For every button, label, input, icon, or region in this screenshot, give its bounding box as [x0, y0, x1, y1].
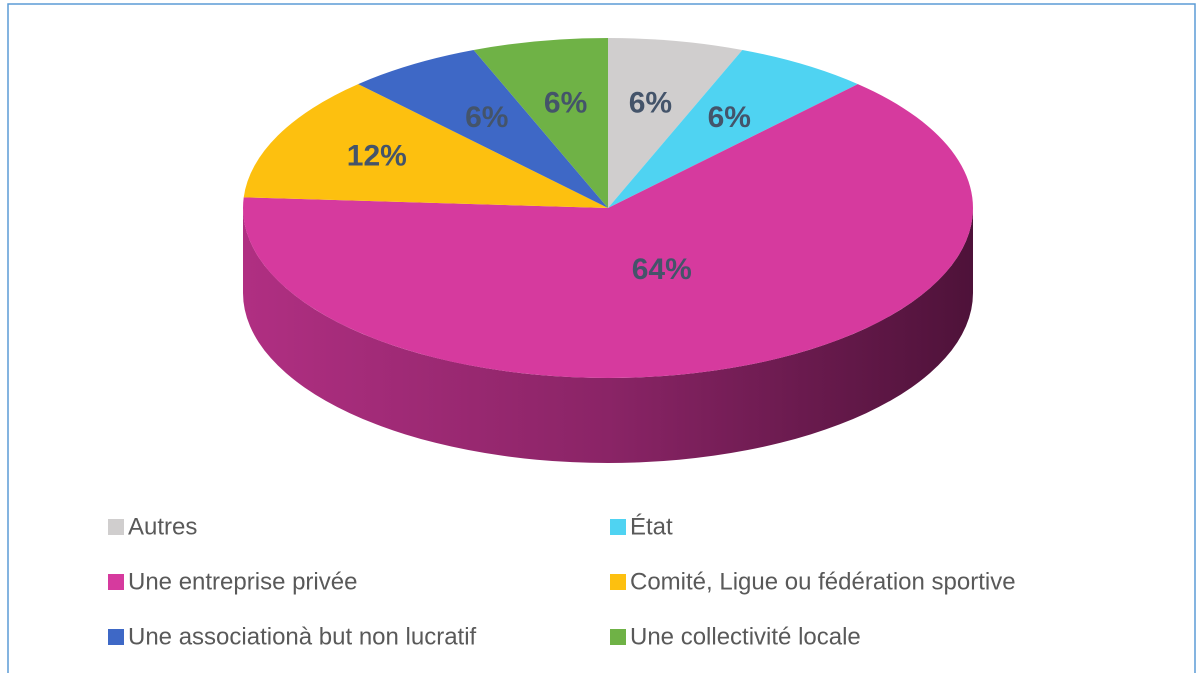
- data-label: 64%: [632, 253, 692, 286]
- data-label: 6%: [544, 86, 587, 119]
- slice: [608, 49, 858, 209]
- data-label: 6%: [465, 101, 508, 134]
- frame: [7, 3, 1196, 673]
- legend-swatch: [610, 519, 626, 535]
- slice: [243, 84, 608, 208]
- legend-label: Comité, Ligue ou fédération sportive: [630, 568, 1016, 595]
- data-label: 12%: [347, 139, 407, 172]
- legend-label: Une associationà but non lucratif: [128, 623, 477, 650]
- legend-swatch: [108, 574, 124, 590]
- data-label: 6%: [708, 101, 751, 134]
- legend-swatch: [108, 519, 124, 535]
- slice-side: [243, 208, 973, 463]
- slice: [473, 38, 608, 208]
- data-label: 6%: [629, 86, 672, 119]
- legend-label: Autres: [128, 513, 197, 540]
- slice: [608, 38, 743, 208]
- legend-label: État: [630, 513, 673, 540]
- slice: [358, 49, 608, 209]
- legend-swatch: [108, 629, 124, 645]
- legend-swatch: [610, 629, 626, 645]
- legend-label: Une entreprise privée: [128, 568, 357, 595]
- legend-label: Une collectivité locale: [630, 623, 861, 650]
- slice: [242, 84, 974, 379]
- legend-swatch: [610, 574, 626, 590]
